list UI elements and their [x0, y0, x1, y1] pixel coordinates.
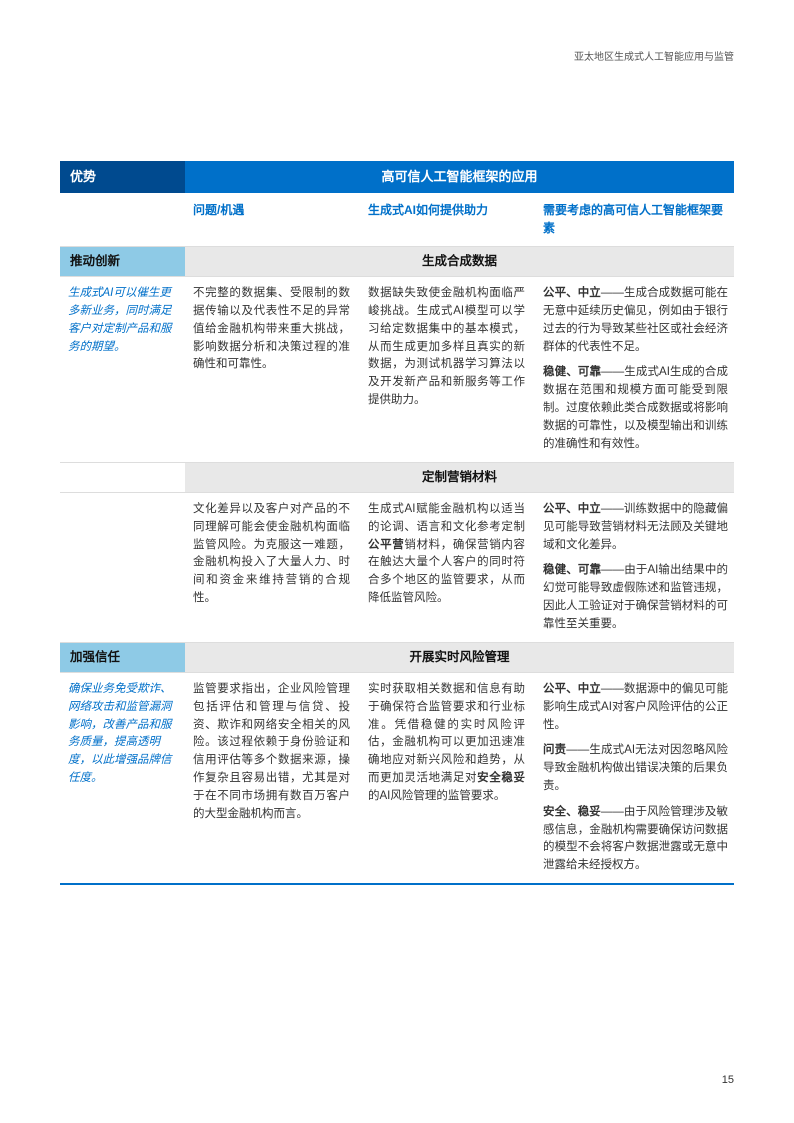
- document-header: 亚太地区生成式人工智能应用与监管: [60, 50, 734, 66]
- sub-header-row: 问题/机遇 生成式AI如何提供助力 需要考虑的高可信人工智能框架要素: [60, 193, 734, 247]
- content-row-marketing: 文化差异以及客户对产品的不同理解可能会使金融机构面临监管风险。为克服这一难题，金…: [60, 493, 734, 643]
- topic-row-marketing: 定制营销材料: [60, 463, 734, 493]
- section-label-innovation: 推动创新: [60, 247, 185, 276]
- content-row-synthetic: 生成式AI可以催生更多新业务，同时满足客户对定制产品和服务的期望。 不完整的数据…: [60, 277, 734, 462]
- col-header-elements: 需要考虑的高可信人工智能框架要素: [535, 193, 734, 246]
- content-row-risk: 确保业务免受欺诈、网络攻击和监管漏洞影响，改善产品和服务质量，提高透明度，以此增…: [60, 673, 734, 885]
- col3-synthetic: 公平、中立——生成合成数据可能在无意中延续历史偏见，例如由于银行过去的行为导致某…: [535, 277, 734, 461]
- col3-marketing: 公平、中立——训练数据中的隐藏偏见可能导致营销材料无法顾及关键地域和文化差异。 …: [535, 493, 734, 642]
- topic-synthetic-data: 生成合成数据: [185, 247, 734, 276]
- section-desc-innovation: 生成式AI可以催生更多新业务，同时满足客户对定制产品和服务的期望。: [60, 277, 185, 461]
- col1-synthetic: 不完整的数据集、受限制的数据传输以及代表性不足的异常值给金融机构带来重大挑战，影…: [185, 277, 360, 461]
- advantages-header: 优势: [60, 161, 185, 193]
- col3-risk: 公平、中立——数据源中的偏见可能影响生成式AI对客户风险评估的公正性。 问责——…: [535, 673, 734, 883]
- col-header-help: 生成式AI如何提供助力: [360, 193, 535, 246]
- col2-marketing: 生成式AI赋能金融机构以适当的论调、语言和文化参考定制公平营销材料，确保营销内容…: [360, 493, 535, 642]
- topic-risk-mgmt: 开展实时风险管理: [185, 643, 734, 672]
- col2-synthetic: 数据缺失致使金融机构面临严峻挑战。生成式AI模型可以学习给定数据集中的基本模式，…: [360, 277, 535, 461]
- section-trust-header: 加强信任 开展实时风险管理: [60, 643, 734, 673]
- section-innovation-header: 推动创新 生成合成数据: [60, 247, 734, 277]
- col1-risk: 监管要求指出，企业风险管理包括评估和管理与信贷、投资、欺诈和网络安全相关的风险。…: [185, 673, 360, 883]
- section-desc-trust: 确保业务免受欺诈、网络攻击和监管漏洞影响，改善产品和服务质量，提高透明度，以此增…: [60, 673, 185, 883]
- topic-marketing: 定制营销材料: [185, 463, 734, 492]
- framework-header: 高可信人工智能框架的应用: [185, 161, 734, 193]
- main-header-row: 优势 高可信人工智能框架的应用: [60, 161, 734, 193]
- col1-marketing: 文化差异以及客户对产品的不同理解可能会使金融机构面临监管风险。为克服这一难题，金…: [185, 493, 360, 642]
- col-header-problem: 问题/机遇: [185, 193, 360, 246]
- section-label-trust: 加强信任: [60, 643, 185, 672]
- page-number: 15: [722, 1072, 734, 1089]
- col2-risk: 实时获取相关数据和信息有助于确保符合监管要求和行业标准。凭借稳健的实时风险评估，…: [360, 673, 535, 883]
